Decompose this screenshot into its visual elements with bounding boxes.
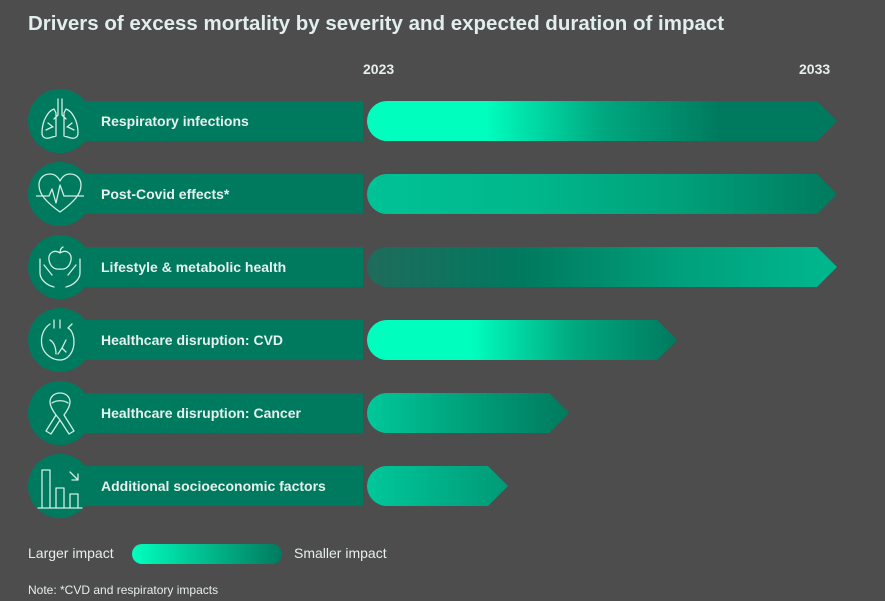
x-tick-start: 2023 [363,61,395,77]
duration-bar [367,101,837,141]
label-band [60,320,363,360]
heart-icon [28,308,92,372]
duration-bar [367,466,508,506]
row-label: Respiratory infections [101,113,249,129]
row-label: Healthcare disruption: CVD [101,332,284,348]
lungs-icon [28,89,92,153]
legend-larger-label: Larger impact [28,545,114,561]
ribbon-icon [28,381,92,445]
row-label: Additional socioeconomic factors [101,478,326,494]
chart-row: Respiratory infections [0,84,885,158]
chart-row: Lifestyle & metabolic health [0,230,885,304]
row-label: Post-Covid effects* [101,186,230,202]
label-band [60,174,363,214]
bar-chart-down-icon [28,454,92,518]
duration-bar [367,247,837,287]
legend-gradient-bar [132,544,282,564]
chart-row: Additional socioeconomic factors [0,449,885,523]
chart-row: Post-Covid effects* [0,157,885,231]
label-band [60,393,363,433]
row-label: Lifestyle & metabolic health [101,259,287,275]
row-label: Healthcare disruption: Cancer [101,405,301,421]
apple-hands-icon [28,235,92,299]
footnote: Note: *CVD and respiratory impacts [28,583,219,597]
chart-title: Drivers of excess mortality by severity … [28,12,725,35]
duration-bar [367,174,837,214]
label-band [60,466,363,506]
heartbeat-icon [28,162,92,226]
label-band [60,101,363,141]
duration-bar [367,393,569,433]
duration-bar [367,320,677,360]
label-band [60,247,363,287]
x-tick-end: 2033 [799,61,831,77]
chart-row: Healthcare disruption: Cancer [0,376,885,450]
chart-row: Healthcare disruption: CVD [0,303,885,377]
legend-smaller-label: Smaller impact [294,545,387,561]
